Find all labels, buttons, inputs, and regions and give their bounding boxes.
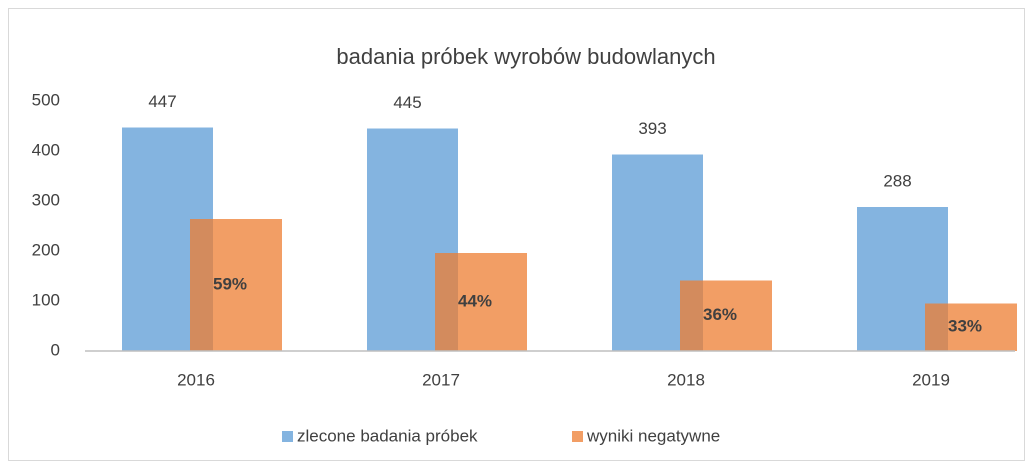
value-label: 445 xyxy=(393,93,421,112)
y-tick-label: 0 xyxy=(51,340,60,359)
bar xyxy=(925,303,1017,351)
legend-swatch xyxy=(282,431,293,442)
y-tick-label: 200 xyxy=(32,240,60,259)
value-label: 393 xyxy=(638,119,666,138)
x-tick-label: 2018 xyxy=(667,370,705,389)
legend-swatch xyxy=(572,431,583,442)
y-tick-label: 100 xyxy=(32,290,60,309)
legend-label: wyniki negatywne xyxy=(586,426,720,445)
bar xyxy=(190,219,282,351)
value-label: 288 xyxy=(883,171,911,190)
percent-label: 59% xyxy=(213,274,247,293)
percent-label: 33% xyxy=(948,317,982,336)
y-tick-label: 300 xyxy=(32,190,60,209)
x-tick-label: 2016 xyxy=(177,370,215,389)
bar xyxy=(680,280,772,351)
chart-title: badania próbek wyrobów budowlanych xyxy=(336,44,715,69)
percent-label: 36% xyxy=(703,305,737,324)
percent-label: 44% xyxy=(458,291,492,310)
bar xyxy=(435,253,527,351)
x-tick-label: 2017 xyxy=(422,370,460,389)
x-tick-label: 2019 xyxy=(912,370,950,389)
legend-label: zlecone badania próbek xyxy=(297,426,478,445)
y-tick-label: 400 xyxy=(32,140,60,159)
value-label: 447 xyxy=(148,92,176,111)
y-tick-label: 500 xyxy=(32,90,60,109)
